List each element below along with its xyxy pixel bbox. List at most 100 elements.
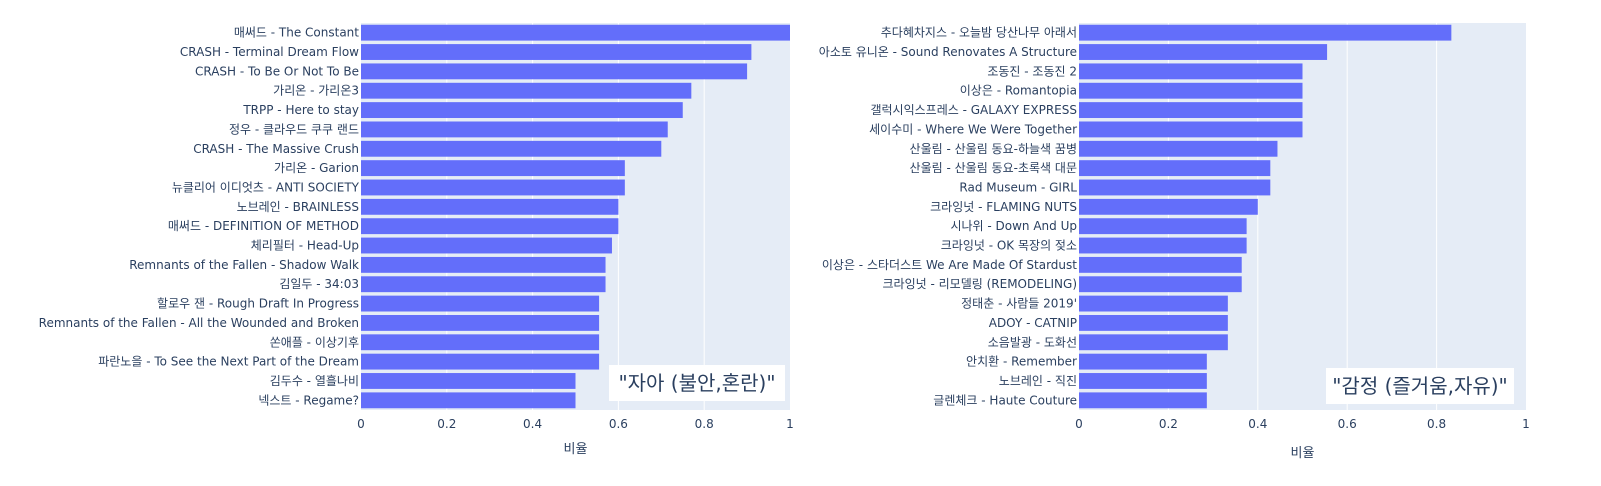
- x-tick-label: 0.2: [1159, 417, 1178, 431]
- bar: [361, 140, 662, 157]
- category-label: 파란노을 - To See the Next Part of the Dream: [98, 355, 359, 369]
- bar: [361, 198, 619, 215]
- bar: [1079, 44, 1328, 60]
- bar: [361, 314, 600, 331]
- category-label: CRASH - The Massive Crush: [193, 142, 359, 156]
- plot-area-2: [1079, 23, 1526, 410]
- category-label: 산울림 - 산울림 동요-초록색 대문: [910, 161, 1077, 175]
- bar: [361, 256, 606, 273]
- bar: [1079, 256, 1242, 273]
- category-label: 할로우 잰 - Rough Draft In Progress: [157, 297, 359, 311]
- x-tick-label: 0: [357, 417, 365, 431]
- bar: [1079, 392, 1207, 409]
- category-label: 매써드 - The Constant: [234, 26, 359, 40]
- category-label: 매써드 - DEFINITION OF METHOD: [168, 219, 359, 233]
- bar: [361, 237, 612, 254]
- annotation-box: [1326, 368, 1514, 404]
- bar: [361, 63, 748, 80]
- category-label: 크라잉넛 - 리모델링 (REMODELING): [883, 277, 1078, 291]
- category-label: Remnants of the Fallen - Shadow Walk: [129, 258, 359, 272]
- bar: [361, 179, 625, 196]
- bar: [361, 295, 600, 312]
- category-label: 넥스트 - Regame?: [258, 393, 359, 407]
- annotation-box: [609, 365, 785, 401]
- x-tick-label: 0.8: [1427, 417, 1446, 431]
- annotation-label: "자아 (불안,혼란)": [618, 371, 775, 395]
- bar: [361, 24, 790, 41]
- bar: [361, 160, 625, 177]
- bar: [361, 276, 606, 293]
- category-label: 체리필터 - Head-Up: [251, 239, 359, 253]
- category-label: 김두수 - 열흘나비: [270, 374, 359, 388]
- category-label: CRASH - To Be Or Not To Be: [195, 64, 359, 78]
- category-label: 가리온 - Garion: [274, 161, 359, 175]
- category-label: 노브레인 - 직진: [999, 374, 1077, 388]
- x-tick-label: 0: [1075, 417, 1083, 431]
- bar: [361, 334, 600, 351]
- bar: [1079, 237, 1247, 254]
- category-label: 크라잉넛 - OK 목장의 젖소: [941, 239, 1077, 253]
- bar: [1079, 140, 1278, 157]
- bar: [361, 44, 752, 60]
- category-label: 김일두 - 34:03: [279, 277, 359, 291]
- bar: [361, 353, 600, 370]
- category-label: ADOY - CATNIP: [989, 316, 1077, 330]
- category-label: 가리온 - 가리온3: [273, 84, 359, 98]
- x-axis-title: 비율: [1291, 446, 1315, 461]
- bar: [361, 102, 683, 119]
- bar: [361, 218, 619, 235]
- category-label: 이상은 - 스타더스트 We Are Made Of Stardust: [822, 258, 1077, 272]
- annotation-label: "감정 (즐거움,자유)": [1332, 374, 1508, 398]
- bar: [1079, 121, 1303, 138]
- category-label: 글렌체크 - Haute Couture: [933, 393, 1077, 407]
- category-label: 소음발광 - 도화선: [988, 335, 1077, 349]
- bar: [361, 392, 576, 409]
- category-label: CRASH - Terminal Dream Flow: [180, 45, 359, 59]
- bar: [1079, 179, 1271, 196]
- bar: [1079, 218, 1247, 235]
- category-label: 뉴클리어 이디엇츠 - ANTI SOCIETY: [172, 180, 360, 194]
- bar: [1079, 24, 1452, 41]
- category-label: TRPP - Here to stay: [242, 103, 359, 117]
- x-tick-label: 0.8: [695, 417, 714, 431]
- x-tick-label: 0.2: [437, 417, 456, 431]
- bar: [1079, 353, 1207, 370]
- plot-area-1: [361, 23, 790, 410]
- category-label: 크라잉넛 - FLAMING NUTS: [930, 200, 1077, 214]
- category-label: 안치환 - Remember: [966, 355, 1077, 369]
- bar: [361, 82, 692, 99]
- category-label: 쏜애플 - 이상기후: [270, 335, 359, 349]
- category-label: 노브레인 - BRAINLESS: [237, 200, 359, 214]
- x-tick-label: 0.6: [1338, 417, 1357, 431]
- bar: [1079, 314, 1228, 331]
- bar: [1079, 198, 1258, 215]
- category-label: 조동진 - 조동진 2: [987, 64, 1077, 78]
- x-axis-title: 비율: [564, 442, 588, 457]
- bar: [1079, 295, 1228, 312]
- bar: [1079, 276, 1242, 293]
- bar: [1079, 63, 1303, 80]
- category-label: 추다혜차지스 - 오늘밤 당산나무 아래서: [881, 26, 1077, 40]
- bar: [361, 121, 668, 138]
- bar: [1079, 82, 1303, 99]
- category-label: Remnants of the Fallen - All the Wounded…: [39, 316, 359, 330]
- x-tick-label: 0.4: [523, 417, 542, 431]
- bar: [1079, 334, 1228, 351]
- bar: [1079, 160, 1271, 177]
- category-label: 세이수미 - Where We Were Together: [869, 122, 1077, 136]
- bar: [361, 373, 576, 389]
- x-tick-label: 1: [786, 417, 794, 431]
- category-label: 정태춘 - 사람들 2019': [961, 297, 1077, 311]
- bar: [1079, 373, 1207, 389]
- category-label: 갤럭시익스프레스 - GALAXY EXPRESS: [870, 103, 1077, 117]
- category-label: 산울림 - 산울림 동요-하늘색 꿈병: [910, 142, 1077, 156]
- category-label: Rad Museum - GIRL: [959, 180, 1077, 194]
- x-tick-label: 0.4: [1248, 417, 1267, 431]
- category-label: 아소토 유니온 - Sound Renovates A Structure: [819, 45, 1077, 59]
- category-label: 정우 - 클라우드 쿠쿠 랜드: [229, 122, 359, 136]
- category-label: 시나위 - Down And Up: [950, 219, 1077, 233]
- x-tick-label: 1: [1522, 417, 1530, 431]
- bar: [1079, 102, 1303, 119]
